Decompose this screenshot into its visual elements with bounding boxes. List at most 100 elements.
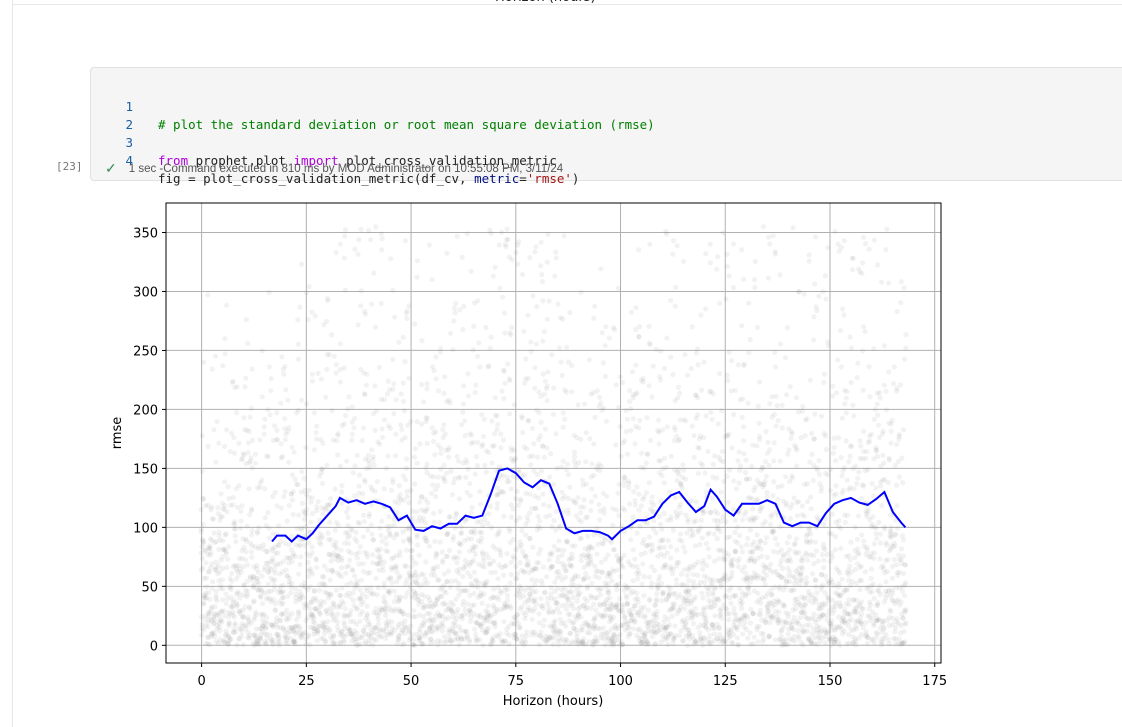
scatter-point — [740, 424, 747, 430]
scatter-point — [272, 570, 278, 576]
scatter-point — [270, 437, 276, 443]
scatter-point — [821, 371, 827, 377]
scatter-point — [270, 624, 276, 630]
scatter-point — [866, 364, 872, 370]
scatter-point — [801, 513, 808, 519]
scatter-point — [518, 496, 524, 502]
scatter-point — [397, 573, 403, 579]
scatter-point — [350, 631, 356, 637]
scatter-point — [707, 241, 713, 247]
scatter-point — [231, 520, 237, 527]
scatter-point — [607, 571, 613, 577]
scatter-point — [245, 617, 251, 623]
scatter-point — [508, 486, 514, 492]
scatter-point — [215, 571, 221, 577]
scatter-point — [288, 625, 295, 631]
scatter-point — [802, 602, 808, 608]
scatter-point — [770, 233, 776, 239]
scatter-point — [477, 637, 483, 643]
scatter-point — [856, 469, 862, 475]
scatter-point — [642, 613, 648, 619]
code-line[interactable]: 3 from prophet.plot import plot_cross_va… — [91, 116, 556, 168]
scatter-point — [766, 608, 772, 614]
scatter-point — [480, 642, 486, 648]
scatter-point — [224, 640, 230, 646]
scatter-point — [286, 425, 292, 431]
scatter-point — [734, 626, 740, 632]
code-cell[interactable]: 1 # plot the standard deviation or root … — [90, 67, 1122, 186]
scatter-point — [243, 460, 249, 467]
scatter-point — [403, 624, 409, 631]
scatter-point — [521, 593, 527, 599]
scatter-point — [850, 402, 856, 408]
scatter-point — [333, 249, 339, 256]
scatter-point — [328, 558, 334, 564]
scatter-point — [860, 348, 866, 354]
code-line[interactable]: 1 # plot the standard deviation or root … — [91, 80, 654, 132]
scatter-point — [370, 537, 376, 543]
scatter-point — [850, 267, 856, 273]
scatter-point — [592, 303, 598, 309]
scatter-point — [730, 506, 737, 512]
scatter-point — [253, 609, 259, 615]
scatter-point — [888, 428, 894, 434]
scatter-point — [524, 446, 530, 452]
scatter-point — [432, 538, 438, 545]
code-line[interactable]: 4 fig = plot_cross_validation_metric(df_… — [91, 134, 579, 186]
scatter-point — [823, 433, 829, 439]
scatter-point — [355, 322, 361, 328]
scatter-point — [378, 396, 384, 402]
scatter-point — [506, 632, 512, 639]
scatter-point — [278, 505, 284, 511]
scatter-point — [276, 587, 282, 593]
scatter-point — [569, 563, 575, 570]
scatter-point — [393, 397, 399, 403]
scatter-point — [352, 573, 358, 579]
scatter-point — [423, 538, 429, 544]
scatter-point — [351, 425, 357, 431]
scatter-point — [216, 610, 222, 616]
scatter-point — [668, 514, 674, 520]
scatter-point — [421, 622, 427, 629]
scatter-point — [221, 613, 227, 619]
scatter-point — [299, 632, 305, 638]
scatter-point — [348, 526, 354, 532]
scatter-point — [869, 480, 875, 487]
scatter-point — [668, 453, 674, 459]
scatter-point — [542, 589, 548, 595]
scatter-point — [735, 458, 741, 464]
scatter-point — [332, 556, 338, 562]
scatter-point — [259, 589, 265, 595]
scatter-point — [647, 241, 653, 247]
scatter-point — [223, 531, 229, 537]
scatter-point — [308, 569, 314, 575]
scatter-point — [519, 415, 525, 421]
scatter-point — [864, 449, 870, 455]
scatter-point — [384, 524, 390, 530]
code-line[interactable]: 2 — [91, 98, 133, 132]
scatter-point — [220, 565, 226, 572]
scatter-point — [859, 532, 865, 538]
scatter-point — [523, 553, 529, 559]
scatter-point — [771, 458, 777, 464]
scatter-point — [403, 310, 409, 316]
scatter-point — [685, 519, 691, 525]
scatter-point — [622, 613, 628, 619]
scatter-point — [352, 628, 358, 634]
scatter-point — [222, 633, 229, 639]
scatter-point — [370, 411, 376, 417]
scatter-point — [220, 506, 226, 512]
scatter-point — [301, 601, 307, 607]
scatter-point — [762, 540, 768, 546]
scatter-point — [598, 586, 604, 592]
scatter-point — [395, 621, 401, 628]
scatter-point — [282, 628, 288, 634]
scatter-point — [838, 244, 844, 250]
scatter-point — [756, 420, 762, 426]
scatter-point — [396, 500, 402, 506]
scatter-point — [241, 582, 247, 588]
scatter-point — [456, 581, 462, 587]
scatter-point — [352, 415, 358, 422]
scatter-point — [730, 640, 736, 647]
scatter-point — [278, 601, 284, 608]
